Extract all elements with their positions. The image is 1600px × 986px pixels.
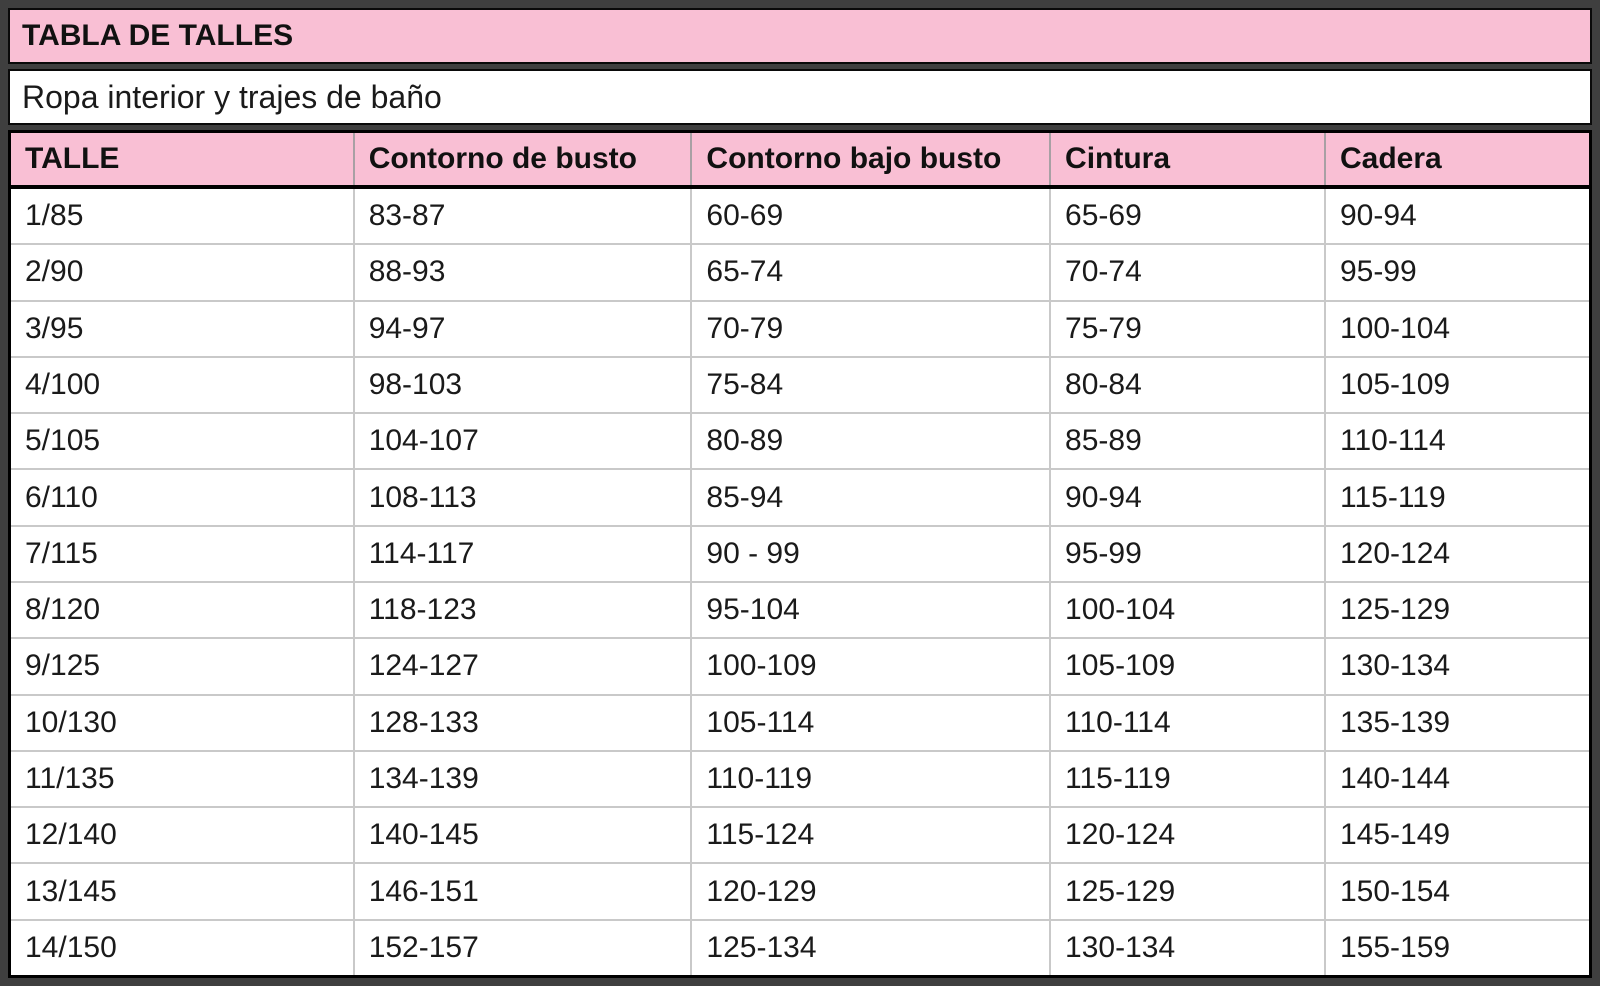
cell-cintura: 90-94 bbox=[1051, 470, 1326, 525]
cell-cadera: 155-159 bbox=[1340, 930, 1451, 964]
cell-talle: 4/100 bbox=[11, 357, 355, 413]
cell-cadera: 125-129 bbox=[1340, 593, 1451, 627]
cell-talle: 12/140 bbox=[11, 808, 355, 863]
cell-cintura: 105-109 bbox=[1051, 639, 1326, 694]
cell-talle: 6/110 bbox=[11, 470, 355, 525]
cell-talle: 5/105 bbox=[11, 414, 355, 469]
cell-cadera: 120-124 bbox=[1340, 536, 1451, 570]
table-row: 6/110 108-113 85-94 90-94 115-119 bbox=[11, 468, 1589, 525]
table-row: 3/95 94-97 70-79 75-79 100-104 bbox=[11, 299, 1589, 356]
cell-cadera: 145-149 bbox=[1340, 818, 1451, 852]
title-bar: TABLA DE TALLES bbox=[8, 8, 1592, 64]
cell-cadera: 90-94 bbox=[1340, 199, 1417, 233]
table-row: 8/120 118-123 95-104 100-104 125-129 bbox=[11, 580, 1589, 638]
cell-talle: 14/150 bbox=[11, 920, 355, 975]
cell-contorno-bajo-busto: 105-114 bbox=[692, 695, 1052, 750]
table-row: 2/90 88-93 65-74 70-74 95-99 bbox=[11, 243, 1589, 300]
cell-cintura: 65-69 bbox=[1051, 189, 1326, 244]
column-header-cadera: Cadera bbox=[1340, 142, 1442, 175]
cell-cintura: 120-124 bbox=[1051, 808, 1326, 863]
cell-contorno-de-busto: 124-127 bbox=[355, 639, 693, 694]
cell-contorno-bajo-busto: 75-84 bbox=[692, 357, 1052, 413]
cell-contorno-bajo-busto: 90 - 99 bbox=[692, 526, 1052, 581]
cell-contorno-bajo-busto: 60-69 bbox=[692, 189, 1052, 244]
cell-contorno-de-busto: 134-139 bbox=[355, 751, 693, 807]
cell-contorno-bajo-busto: 120-129 bbox=[692, 864, 1052, 919]
cell-cintura: 70-74 bbox=[1051, 245, 1326, 300]
cell-cadera: 105-109 bbox=[1340, 367, 1451, 401]
cell-cintura: 80-84 bbox=[1051, 357, 1326, 413]
cell-contorno-bajo-busto: 100-109 bbox=[692, 639, 1052, 694]
cell-cintura: 85-89 bbox=[1051, 414, 1326, 469]
cell-contorno-de-busto: 98-103 bbox=[355, 357, 693, 413]
cell-contorno-de-busto: 83-87 bbox=[355, 189, 693, 244]
table-row: 7/115 114-117 90 - 99 95-99 120-124 bbox=[11, 524, 1589, 581]
cell-contorno-bajo-busto: 65-74 bbox=[692, 245, 1052, 300]
table-row: 14/150 152-157 125-134 130-134 155-159 bbox=[11, 918, 1589, 975]
cell-contorno-bajo-busto: 95-104 bbox=[692, 582, 1052, 638]
cell-contorno-bajo-busto: 125-134 bbox=[692, 920, 1052, 975]
cell-contorno-de-busto: 128-133 bbox=[355, 695, 693, 750]
table-body: 1/85 83-87 60-69 65-69 90-94 2/90 88-93 65-74 70… bbox=[11, 189, 1589, 975]
cell-talle: 1/85 bbox=[11, 189, 355, 244]
cell-contorno-de-busto: 108-113 bbox=[355, 470, 693, 525]
cell-talle: 2/90 bbox=[11, 245, 355, 300]
table-row: 12/140 140-145 115-124 120-124 145-149 bbox=[11, 806, 1589, 863]
cell-cadera: 140-144 bbox=[1340, 761, 1451, 795]
cell-talle: 11/135 bbox=[11, 751, 355, 807]
size-table: TALLE Contorno de busto Contorno bajo bu… bbox=[8, 130, 1592, 978]
table-row: 10/130 128-133 105-114 110-114 135-139 bbox=[11, 693, 1589, 750]
cell-cintura: 95-99 bbox=[1051, 526, 1326, 581]
cell-cadera: 130-134 bbox=[1340, 649, 1451, 683]
cell-talle: 3/95 bbox=[11, 301, 355, 356]
cell-contorno-bajo-busto: 110-119 bbox=[692, 751, 1052, 807]
cell-cintura: 115-119 bbox=[1051, 751, 1326, 807]
cell-cintura: 130-134 bbox=[1051, 920, 1326, 975]
cell-cadera: 95-99 bbox=[1340, 255, 1417, 289]
cell-cadera: 110-114 bbox=[1340, 424, 1446, 458]
table-header-row: TALLE Contorno de busto Contorno bajo bu… bbox=[11, 133, 1589, 189]
cell-contorno-de-busto: 140-145 bbox=[355, 808, 693, 863]
cell-cadera: 115-119 bbox=[1340, 480, 1446, 514]
cell-cintura: 75-79 bbox=[1051, 301, 1326, 356]
cell-contorno-de-busto: 114-117 bbox=[355, 526, 693, 581]
cell-cintura: 125-129 bbox=[1051, 864, 1326, 919]
cell-talle: 7/115 bbox=[11, 526, 355, 581]
cell-cadera: 100-104 bbox=[1340, 311, 1451, 345]
table-row: 4/100 98-103 75-84 80-84 105-109 bbox=[11, 355, 1589, 413]
cell-contorno-bajo-busto: 85-94 bbox=[692, 470, 1052, 525]
table-row: 11/135 134-139 110-119 115-119 140-144 bbox=[11, 749, 1589, 807]
cell-contorno-de-busto: 88-93 bbox=[355, 245, 693, 300]
table-row: 9/125 124-127 100-109 105-109 130-134 bbox=[11, 637, 1589, 694]
page-title: TABLA DE TALLES bbox=[22, 19, 294, 52]
cell-talle: 9/125 bbox=[11, 639, 355, 694]
cell-talle: 13/145 bbox=[11, 864, 355, 919]
cell-contorno-bajo-busto: 115-124 bbox=[692, 808, 1052, 863]
column-header-talle: TALLE bbox=[11, 133, 355, 185]
cell-cintura: 100-104 bbox=[1051, 582, 1326, 638]
page-subtitle: Ropa interior y trajes de baño bbox=[22, 78, 442, 115]
column-header-contorno-bajo-busto: Contorno bajo busto bbox=[692, 133, 1052, 185]
column-header-cintura: Cintura bbox=[1051, 133, 1326, 185]
cell-contorno-de-busto: 94-97 bbox=[355, 301, 693, 356]
cell-contorno-bajo-busto: 70-79 bbox=[692, 301, 1052, 356]
cell-contorno-de-busto: 104-107 bbox=[355, 414, 693, 469]
table-row: 5/105 104-107 80-89 85-89 110-114 bbox=[11, 412, 1589, 469]
cell-cadera: 135-139 bbox=[1340, 705, 1451, 739]
cell-contorno-de-busto: 118-123 bbox=[355, 582, 693, 638]
column-header-contorno-de-busto: Contorno de busto bbox=[355, 133, 693, 185]
cell-contorno-de-busto: 146-151 bbox=[355, 864, 693, 919]
table-row: 13/145 146-151 120-129 125-129 150-154 bbox=[11, 862, 1589, 919]
cell-contorno-de-busto: 152-157 bbox=[355, 920, 693, 975]
cell-cintura: 110-114 bbox=[1051, 695, 1326, 750]
table-row: 1/85 83-87 60-69 65-69 90-94 bbox=[11, 189, 1589, 244]
cell-cadera: 150-154 bbox=[1340, 874, 1451, 908]
cell-talle: 10/130 bbox=[11, 695, 355, 750]
cell-contorno-bajo-busto: 80-89 bbox=[692, 414, 1052, 469]
subtitle-bar: Ropa interior y trajes de baño bbox=[8, 69, 1592, 125]
cell-talle: 8/120 bbox=[11, 582, 355, 638]
